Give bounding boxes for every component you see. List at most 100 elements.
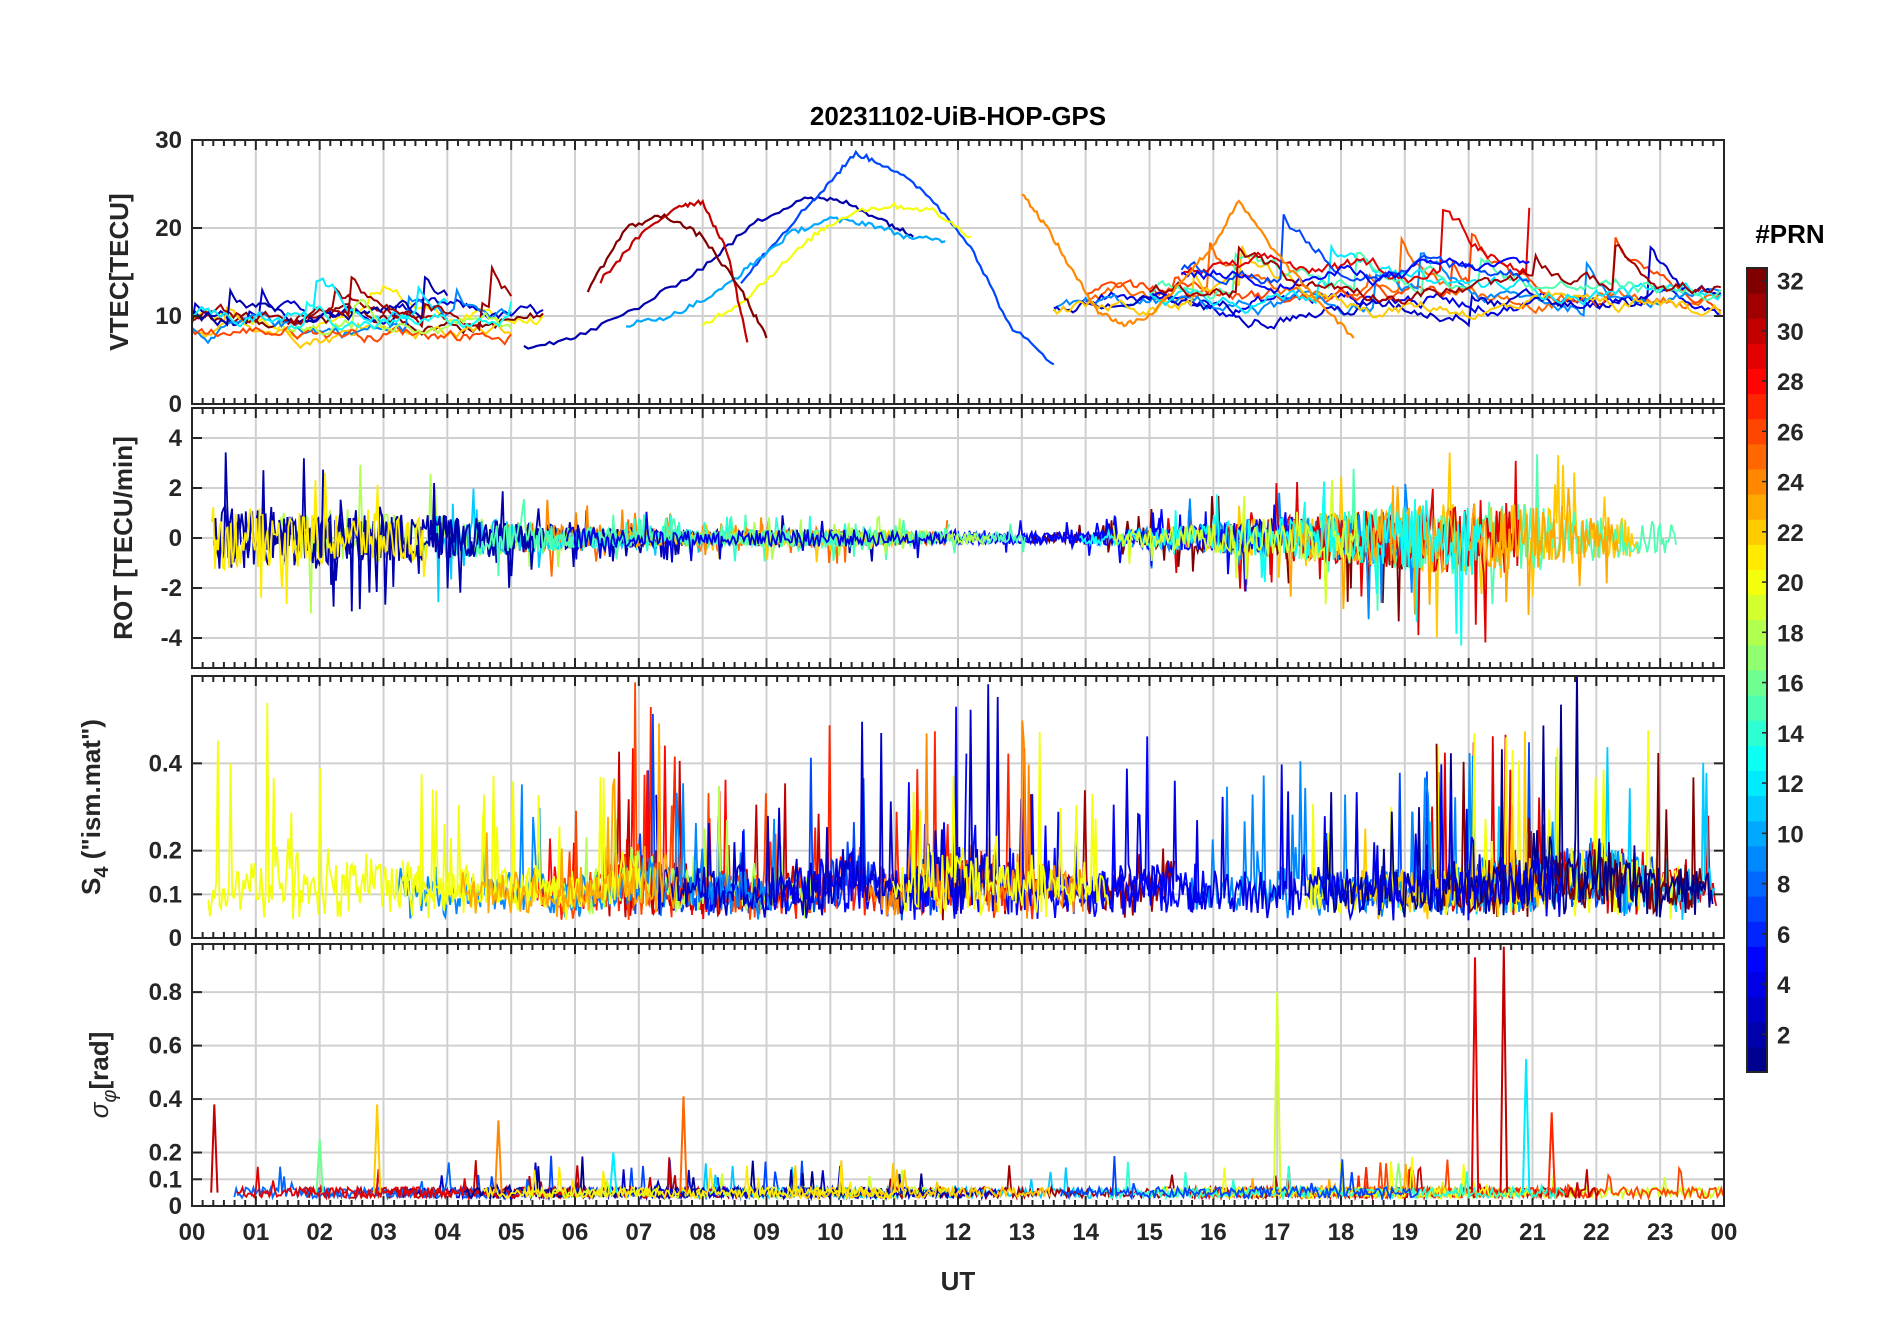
- colorbar-segment: [1747, 695, 1767, 721]
- colorbar-tick-label: 22: [1777, 520, 1804, 547]
- colorbar-segment: [1747, 770, 1767, 797]
- rot-series: [210, 452, 1677, 646]
- y-tick-label: 0: [169, 525, 182, 552]
- colorbar-tick-label: 6: [1777, 922, 1790, 949]
- colorbar-segment: [1747, 670, 1767, 696]
- x-tick-label: 12: [945, 1219, 972, 1246]
- x-axis-label: UT: [941, 1266, 976, 1296]
- x-tick-label: 11: [881, 1219, 906, 1246]
- colorbar-segment: [1747, 494, 1767, 520]
- x-tick-label: 18: [1328, 1219, 1355, 1246]
- colorbar-segment: [1747, 820, 1767, 847]
- x-tick-label: 15: [1136, 1219, 1163, 1246]
- colorbar-tick-label: 16: [1777, 671, 1804, 698]
- x-tick-label: 21: [1519, 1219, 1546, 1246]
- vtec-series-10: [626, 216, 946, 328]
- colorbar-segment: [1747, 569, 1767, 596]
- colorbar-segment: [1747, 544, 1767, 570]
- y-tick-label: 0.4: [149, 750, 183, 777]
- x-tick-label: 04: [434, 1219, 461, 1246]
- sigma-spike: [609, 1152, 618, 1193]
- colorbar-segment: [1747, 594, 1767, 621]
- colorbar-segment: [1747, 293, 1767, 319]
- colorbar-tick-label: 24: [1777, 470, 1804, 497]
- x-tick-label: 14: [1072, 1219, 1099, 1246]
- vtec-series-7: [740, 149, 1055, 366]
- x-tick-label: 16: [1200, 1219, 1227, 1246]
- y-tick-label: 10: [155, 303, 182, 330]
- vtec-series: [192, 149, 1722, 366]
- vtec-background-trace: [192, 306, 512, 350]
- colorbar-segment: [1747, 318, 1767, 344]
- y-tick-label: 0.2: [149, 838, 182, 865]
- sigma-xticks: 00 01 02 03 04 05 06 07 08 09 10 11 12 13 14 15 16 17 18 19…: [179, 1219, 1738, 1246]
- y-tick-label: 0.2: [149, 1140, 182, 1167]
- chart-title: 20231102-UiB-HOP-GPS: [810, 101, 1106, 131]
- colorbar-tick-label: 10: [1777, 821, 1804, 848]
- colorbar-segment: [1747, 845, 1767, 872]
- y-tick-label: 2: [169, 475, 182, 502]
- colorbar-tick-label: 2: [1777, 1022, 1790, 1049]
- vtec-series-24: [1021, 193, 1355, 339]
- sigma-series: [210, 946, 1724, 1202]
- vtec-background-trace: [287, 298, 512, 336]
- sigma-ylabel-sub: φ: [99, 1090, 121, 1103]
- colorbar-segment: [1747, 971, 1767, 998]
- vtec-background-trace: [1181, 256, 1530, 295]
- sigma-spike: [494, 1120, 503, 1193]
- x-tick-label: 13: [1008, 1219, 1035, 1246]
- y-tick-label: 20: [155, 215, 182, 242]
- y-tick-label: -4: [161, 625, 183, 652]
- colorbar-segment: [1747, 469, 1767, 495]
- rot-trace: [565, 511, 948, 563]
- colorbar-segment: [1747, 896, 1767, 922]
- s4-ylabel-rest: ("ism.mat"): [76, 719, 106, 866]
- colorbar-tick-label: 30: [1777, 319, 1804, 346]
- colorbar-segment: [1747, 871, 1767, 897]
- sigma-spike: [372, 1104, 382, 1193]
- rot-yticks: -4 -2 0 2 4: [161, 425, 1724, 652]
- colorbar-frame: [1746, 267, 1768, 1073]
- x-tick-label: 00: [179, 1219, 206, 1246]
- x-tick-label: 22: [1583, 1219, 1610, 1246]
- sigma-grid: [191, 944, 1725, 1207]
- x-tick-label: 03: [370, 1219, 397, 1246]
- s4-trace: [892, 731, 1110, 918]
- sigma-spike: [210, 1104, 219, 1193]
- colorbar-segment: [1747, 921, 1767, 947]
- x-tick-label: 07: [625, 1219, 652, 1246]
- vtec-series-20: [701, 201, 971, 327]
- s4-ylabel: S4 ("ism.mat"): [76, 719, 113, 895]
- colorbar-tick-label: 4: [1777, 972, 1791, 999]
- x-tick-label: 19: [1391, 1219, 1418, 1246]
- y-tick-label: 30: [155, 127, 182, 154]
- x-tick-label: 08: [689, 1219, 716, 1246]
- vtec-background-trace: [192, 277, 449, 328]
- sigma-spike: [315, 1139, 324, 1193]
- colorbar-segment: [1747, 996, 1767, 1023]
- rot-ylabel: ROT [TECU/min]: [108, 436, 138, 640]
- y-tick-label: 0: [169, 925, 182, 952]
- sigma-spike: [1470, 957, 1480, 1193]
- vtec-background-trace: [1052, 245, 1722, 320]
- s4-trace: [697, 753, 968, 915]
- x-tick-label: 17: [1264, 1219, 1291, 1246]
- vtec-background-trace: [287, 300, 513, 331]
- x-tick-label: 20: [1455, 1219, 1482, 1246]
- vtec-background-trace: [1148, 243, 1722, 315]
- y-tick-label: 0.1: [149, 1166, 182, 1193]
- panel-s4: 0 0.1 0.2 0.4 S4 ("ism.mat"): [76, 675, 1725, 952]
- vtec-background-trace: [192, 275, 449, 327]
- rot-trace: [1112, 480, 1361, 605]
- colorbar-segment: [1747, 368, 1767, 395]
- s4-ylabel-main: S: [76, 878, 106, 895]
- vtec-axes-frame: [191, 139, 1725, 405]
- sigma-spike: [1499, 946, 1508, 1193]
- vtec-ylabel: VTEC[TECU]: [104, 193, 134, 350]
- panel-sigma: 00.10.2 0.4 0.6 0.8 00 01 02 03 04 05 06 07 08 09 10 1…: [84, 943, 1738, 1296]
- sigma-spike: [1547, 1112, 1556, 1193]
- sigma-trace: [1059, 1155, 1420, 1202]
- y-tick-label: 0.1: [149, 881, 182, 908]
